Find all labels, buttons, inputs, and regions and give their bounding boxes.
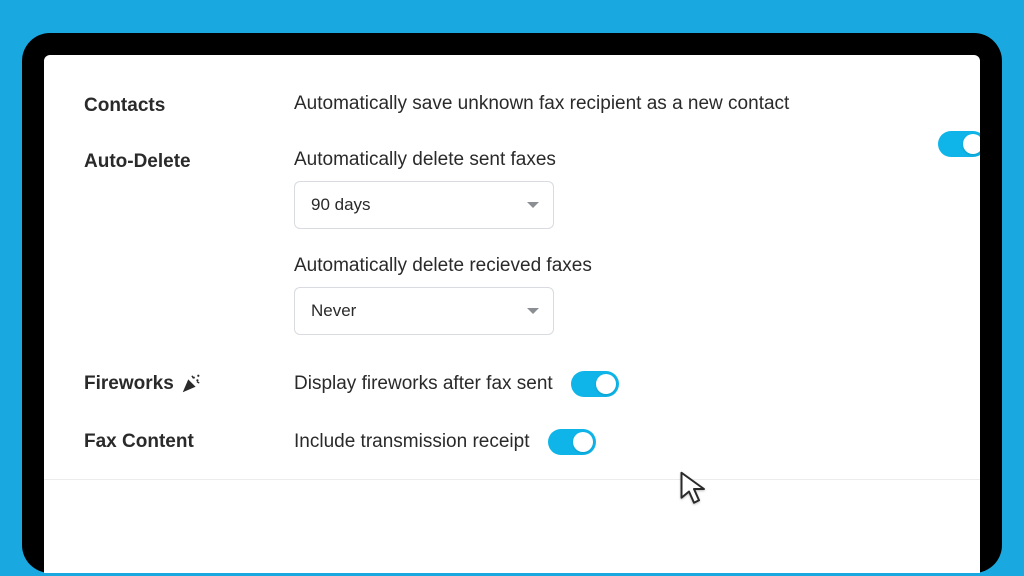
auto-delete-received-sublabel: Automatically delete recieved faxes: [294, 255, 940, 277]
settings-panel: Contacts Automatically save unknown fax …: [44, 55, 980, 573]
fireworks-toggle[interactable]: [571, 371, 619, 397]
auto-delete-sent-sublabel: Automatically delete sent faxes: [294, 149, 940, 171]
setting-row-fax-content: Fax Content Include transmission receipt: [44, 421, 980, 473]
screen: Contacts Automatically save unknown fax …: [44, 55, 980, 573]
fireworks-description: Display fireworks after fax sent: [294, 373, 553, 395]
auto-delete-sent-select[interactable]: 90 days: [294, 181, 554, 229]
toggle-knob: [596, 374, 616, 394]
auto-delete-received-select[interactable]: Never: [294, 287, 554, 335]
contacts-description: Automatically save unknown fax recipient…: [294, 93, 789, 115]
party-popper-icon: [180, 373, 202, 395]
fax-content-description: Include transmission receipt: [294, 431, 530, 453]
toggle-knob: [573, 432, 593, 452]
contacts-label: Contacts: [84, 93, 294, 117]
setting-row-auto-delete: Auto-Delete Automatically delete sent fa…: [44, 141, 980, 363]
auto-delete-sent-value: 90 days: [311, 195, 371, 215]
auto-delete-received-value: Never: [311, 301, 356, 321]
fax-content-label: Fax Content: [84, 429, 294, 453]
setting-row-fireworks: Fireworks Display fir: [44, 363, 980, 421]
contacts-toggle[interactable]: [938, 131, 980, 157]
device-frame: Contacts Automatically save unknown fax …: [22, 33, 1002, 573]
toggle-knob: [963, 134, 980, 154]
auto-delete-label: Auto-Delete: [84, 149, 294, 173]
divider: [44, 479, 980, 480]
fireworks-label-wrap: Fireworks: [84, 371, 294, 395]
setting-row-contacts: Contacts Automatically save unknown fax …: [44, 85, 980, 141]
fax-content-toggle[interactable]: [548, 429, 596, 455]
fireworks-label: Fireworks: [84, 373, 174, 395]
